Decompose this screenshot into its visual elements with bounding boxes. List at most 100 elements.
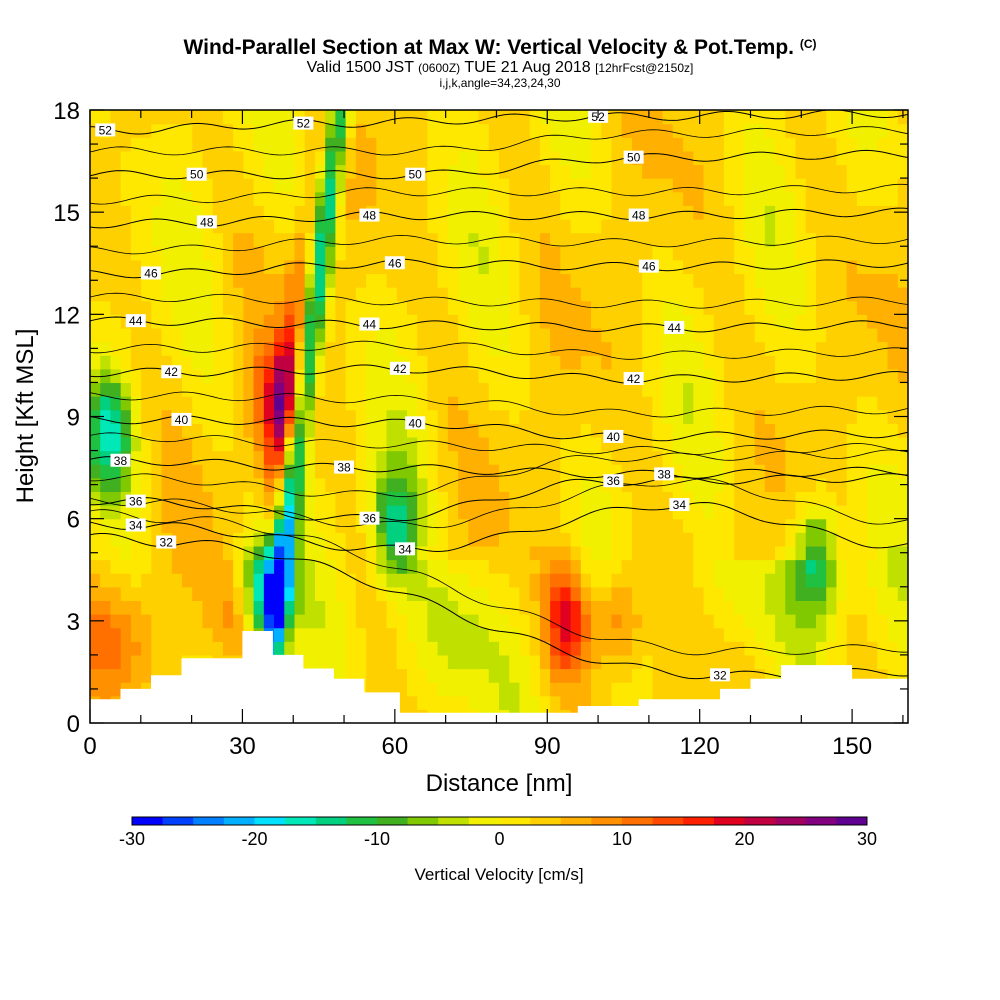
velocity-cell — [785, 532, 797, 547]
velocity-cell — [488, 464, 500, 479]
velocity-cell — [335, 123, 347, 138]
velocity-cell — [437, 396, 449, 411]
velocity-cell — [376, 491, 388, 506]
velocity-cell — [396, 382, 408, 397]
velocity-cell — [386, 178, 398, 193]
velocity-cell — [662, 491, 674, 506]
velocity-cell — [621, 436, 633, 452]
velocity-cell — [110, 627, 122, 642]
velocity-cell — [509, 477, 521, 493]
velocity-cell — [130, 246, 142, 261]
velocity-cell — [468, 627, 480, 642]
velocity-cell — [151, 600, 163, 615]
velocity-cell — [897, 246, 908, 261]
velocity-cell — [744, 355, 756, 370]
svg-text:50: 50 — [627, 151, 641, 165]
velocity-cell — [427, 450, 439, 465]
velocity-cell — [734, 164, 745, 179]
velocity-cell — [417, 382, 429, 397]
velocity-cell — [642, 586, 653, 601]
velocity-cell — [652, 341, 664, 356]
velocity-cell — [335, 178, 347, 193]
velocity-cell — [723, 518, 735, 533]
velocity-cell — [570, 178, 582, 193]
velocity-cell — [355, 178, 367, 193]
velocity-cell — [212, 273, 224, 288]
velocity-cell — [192, 641, 204, 656]
velocity-cell — [171, 355, 183, 370]
velocity-cell — [509, 573, 521, 588]
velocity-cell — [335, 505, 347, 520]
velocity-cell — [662, 327, 674, 343]
velocity-cell — [447, 477, 459, 493]
velocity-cell — [764, 491, 776, 506]
velocity-cell — [744, 614, 756, 629]
velocity-cell — [815, 218, 827, 234]
velocity-cell — [243, 518, 255, 533]
velocity-cell — [417, 110, 429, 125]
velocity-cell — [723, 259, 735, 275]
velocity-cell — [795, 287, 807, 302]
velocity-cell — [815, 477, 827, 493]
velocity-cell — [345, 300, 357, 315]
velocity-cell — [458, 341, 469, 356]
velocity-cell — [427, 110, 439, 125]
velocity-cell — [826, 314, 838, 329]
velocity-cell — [417, 287, 429, 302]
velocity-cell — [192, 273, 204, 288]
velocity-cell — [253, 314, 265, 329]
velocity-cell — [212, 137, 224, 152]
velocity-cell — [529, 327, 541, 343]
theta-contour-minor — [90, 183, 908, 205]
velocity-cell — [437, 641, 449, 656]
colorbar-swatch — [438, 817, 470, 825]
velocity-cell — [867, 464, 878, 479]
velocity-cell — [795, 300, 807, 315]
velocity-cell — [100, 668, 112, 683]
velocity-cell — [212, 232, 224, 247]
velocity-cell — [243, 477, 255, 493]
velocity-cell — [478, 137, 490, 152]
velocity-cell — [703, 518, 715, 533]
velocity-cell — [601, 205, 613, 220]
velocity-cell — [826, 123, 838, 138]
velocity-cell — [314, 532, 326, 547]
velocity-cell — [734, 287, 745, 302]
velocity-cell — [406, 287, 418, 302]
velocity-cell — [795, 137, 807, 152]
velocity-cell — [744, 327, 756, 343]
velocity-cell — [355, 436, 367, 452]
velocity-cell — [90, 586, 101, 601]
velocity-cell — [887, 164, 899, 179]
velocity-cell — [560, 259, 572, 275]
velocity-cell — [222, 355, 234, 370]
velocity-cell — [611, 668, 623, 683]
velocity-cell — [509, 368, 521, 384]
velocity-cell — [212, 355, 224, 370]
velocity-cell — [263, 505, 275, 520]
velocity-cell — [601, 545, 613, 561]
velocity-cell — [805, 464, 817, 479]
velocity-cell — [652, 191, 664, 206]
velocity-cell — [570, 382, 582, 397]
velocity-cell — [805, 287, 817, 302]
velocity-cell — [284, 491, 296, 506]
velocity-cell — [468, 682, 480, 697]
velocity-cell — [396, 654, 408, 670]
velocity-cell — [386, 396, 398, 411]
velocity-cell — [672, 614, 684, 629]
velocity-cell — [366, 559, 377, 574]
velocity-cell — [396, 287, 408, 302]
velocity-cell — [693, 641, 705, 656]
velocity-cell — [621, 627, 633, 642]
velocity-cell — [447, 150, 459, 166]
velocity-cell — [417, 668, 429, 683]
velocity-cell — [366, 614, 377, 629]
velocity-cell — [529, 273, 541, 288]
velocity-cell — [120, 464, 132, 479]
velocity-cell — [437, 464, 449, 479]
velocity-cell — [171, 545, 183, 561]
velocity-cell — [550, 355, 561, 370]
velocity-cell — [90, 150, 101, 166]
velocity-cell — [683, 477, 694, 493]
